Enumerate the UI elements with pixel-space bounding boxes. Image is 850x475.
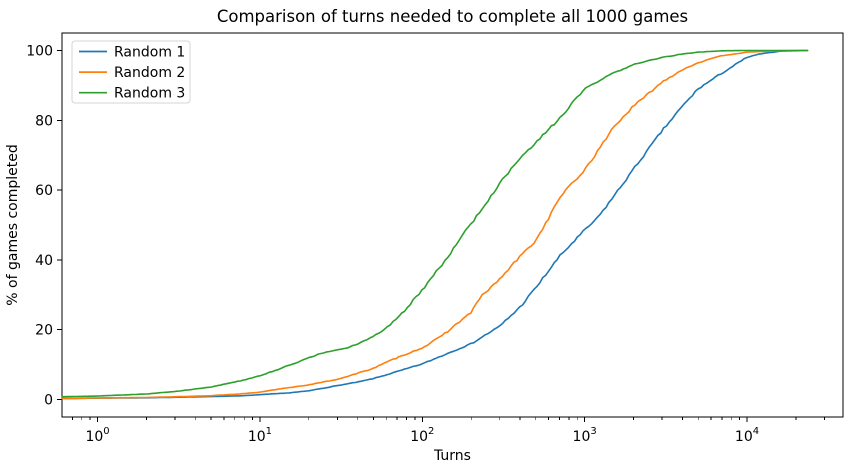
x-tick-exponent: 3 bbox=[590, 426, 596, 437]
y-tick-label: 20 bbox=[35, 323, 53, 339]
legend-item: Random 3 bbox=[79, 86, 185, 102]
y-tick-label: 80 bbox=[35, 113, 53, 129]
x-tick-base: 10 bbox=[410, 429, 428, 445]
x-tick-exponent: 2 bbox=[428, 426, 434, 437]
legend-item-label: Random 2 bbox=[114, 65, 185, 81]
legend-item: Random 2 bbox=[79, 65, 185, 81]
y-tick-label: 0 bbox=[44, 393, 53, 409]
x-tick-base: 10 bbox=[248, 429, 266, 445]
x-tick-exponent: 1 bbox=[266, 426, 272, 437]
legend-item: Random 1 bbox=[79, 45, 185, 61]
y-tick-label: 40 bbox=[35, 253, 53, 269]
x-tick-base: 10 bbox=[573, 429, 591, 445]
x-tick-label: 104 bbox=[735, 426, 759, 445]
x-tick-label: 103 bbox=[573, 426, 597, 445]
legend-item-label: Random 3 bbox=[114, 86, 185, 102]
x-axis: 100 101 102 103 104 bbox=[72, 417, 825, 445]
legend-item-label: Random 1 bbox=[114, 45, 185, 61]
chart-title: Comparison of turns needed to complete a… bbox=[217, 7, 688, 26]
x-tick-base: 10 bbox=[85, 429, 103, 445]
y-axis: 0 20 40 60 80 100 bbox=[26, 43, 62, 409]
x-tick-exponent: 0 bbox=[103, 426, 109, 437]
y-axis-label: % of games completed bbox=[5, 144, 21, 305]
x-tick-label: 102 bbox=[410, 426, 434, 445]
x-tick-label: 101 bbox=[248, 426, 272, 445]
x-tick-base: 10 bbox=[735, 429, 753, 445]
series-line-random-3 bbox=[61, 49, 809, 398]
y-tick-label: 100 bbox=[26, 43, 53, 59]
series-line-random-2 bbox=[61, 49, 809, 400]
y-tick-label: 60 bbox=[35, 183, 53, 199]
plot-border bbox=[61, 32, 844, 418]
x-axis-label: Turns bbox=[433, 448, 471, 464]
legend-box bbox=[71, 40, 191, 104]
legend: Random 1 Random 2 Random 3 bbox=[71, 40, 191, 104]
x-tick-exponent: 4 bbox=[753, 426, 759, 437]
x-tick-label: 100 bbox=[85, 426, 109, 445]
